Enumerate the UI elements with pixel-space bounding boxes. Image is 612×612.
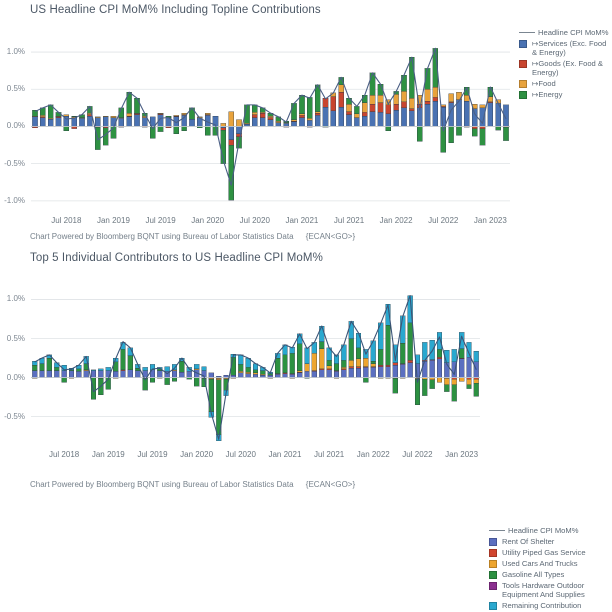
plot-area-contributors — [0, 248, 612, 496]
legend-item[interactable]: ↦Energy — [519, 90, 610, 99]
x-axis-tick-label: Jul 2021 — [313, 450, 345, 459]
x-axis-tick-label: Jan 2022 — [379, 216, 413, 225]
legend-item-headline[interactable]: Headline CPI MoM% — [489, 526, 610, 535]
x-axis-tick-label: Jul 2019 — [145, 216, 176, 225]
legend-item[interactable]: Tools Hardware Outdoor Equipment And Sup… — [489, 581, 610, 599]
legend-item-label: Headline CPI MoM% — [538, 28, 609, 37]
plot-svg-topline — [31, 47, 510, 202]
page-subtitle: Top 5 Individual Contributors to US Head… — [30, 252, 323, 264]
footer-topline: Chart Powered by Bloomberg BQNT using Bu… — [30, 232, 355, 241]
y-axis-tick-label: 1.0% — [6, 47, 25, 57]
legend-item-label: Remaining Contribution — [502, 601, 582, 610]
x-axis-tick-label: Jan 2020 — [191, 216, 225, 225]
x-axis-tick-label: Jul 2022 — [428, 216, 459, 225]
legend-item-label: Headline CPI MoM% — [508, 526, 579, 535]
x-axis-tick-label: Jul 2022 — [402, 450, 433, 459]
x-axis-tick-label: Jul 2020 — [225, 450, 256, 459]
line-swatch-icon — [519, 28, 535, 36]
x-axis-tick-label: Jan 2023 — [473, 216, 507, 225]
plot-area-topline — [0, 0, 612, 248]
legend-item-label: Tools Hardware Outdoor Equipment And Sup… — [502, 581, 585, 599]
legend-item-label: Gasoline All Types — [502, 570, 565, 579]
x-axis-tick-label: Jan 2019 — [91, 450, 125, 459]
x-axis-tick-label: Jan 2021 — [285, 216, 319, 225]
x-axis-tick-label: Jul 2020 — [239, 216, 270, 225]
y-axis-tick-label: -1.0% — [4, 195, 25, 205]
footer-source: {ECAN<GO>} — [305, 480, 356, 489]
x-axis-tick-label: Jul 2018 — [48, 450, 80, 459]
y-axis-tick-label: 0.5% — [6, 333, 25, 343]
legend-contributors: Headline CPI MoM% Rent Of Shelter Utility … — [489, 526, 610, 612]
x-axis-tick-label: Jul 2018 — [51, 216, 82, 225]
color-swatch-icon — [489, 537, 497, 546]
color-swatch-icon — [489, 548, 497, 557]
y-axis-tick-label: -0.5% — [4, 158, 25, 168]
legend-item-label: Utility Piped Gas Service — [502, 548, 586, 557]
legend-topline: Headline CPI MoM% ↦Services (Exc. Food & … — [519, 28, 610, 101]
color-swatch-icon — [489, 581, 497, 590]
footer-source: {ECAN<GO>} — [305, 232, 356, 241]
legend-item-label: Used Cars And Trucks — [502, 559, 578, 568]
footer-text: Chart Powered by Bloomberg BQNT using Bu… — [30, 480, 294, 489]
color-swatch-icon — [519, 59, 527, 68]
page-title: US Headline CPI MoM% Including Topline C… — [30, 4, 321, 16]
footer-contributors: Chart Powered by Bloomberg BQNT using Bu… — [30, 480, 355, 489]
x-axis-tick-label: Jan 2019 — [96, 216, 130, 225]
x-axis-tick-label: Jul 2021 — [333, 216, 365, 225]
line-swatch-icon — [489, 526, 505, 534]
legend-item[interactable]: Remaining Contribution — [489, 601, 610, 610]
x-axis-tick-label: Jan 2021 — [268, 450, 302, 459]
x-axis-tick-label: Jan 2022 — [356, 450, 390, 459]
color-swatch-icon — [489, 601, 497, 610]
legend-item[interactable]: ↦Food — [519, 79, 610, 88]
y-axis-tick-label: 0.5% — [6, 84, 25, 94]
chart-panel-contributors: Top 5 Individual Contributors to US Head… — [0, 248, 612, 610]
color-swatch-icon — [519, 90, 527, 99]
legend-item-label: ↦Goods (Ex. Food & Energy) — [532, 59, 603, 77]
footer-text: Chart Powered by Bloomberg BQNT using Bu… — [30, 232, 294, 241]
y-axis-tick-label: 0.0% — [6, 372, 25, 382]
plot-svg-contributors — [31, 294, 480, 442]
y-axis-tick-label: 0.0% — [6, 121, 25, 131]
legend-item[interactable]: Used Cars And Trucks — [489, 559, 610, 568]
legend-item[interactable]: Gasoline All Types — [489, 570, 610, 579]
y-axis-tick-label: -0.5% — [4, 411, 25, 421]
legend-item[interactable]: Rent Of Shelter — [489, 537, 610, 546]
x-axis-tick-label: Jan 2020 — [180, 450, 214, 459]
legend-item-label: ↦Services (Exc. Food & Energy) — [532, 39, 607, 57]
legend-item-label: ↦Energy — [532, 90, 563, 99]
legend-item[interactable]: ↦Goods (Ex. Food & Energy) — [519, 59, 610, 77]
legend-item[interactable]: Utility Piped Gas Service — [489, 548, 610, 557]
color-swatch-icon — [519, 39, 527, 48]
x-axis-tick-label: Jul 2019 — [137, 450, 168, 459]
x-axis-tick-label: Jan 2023 — [445, 450, 479, 459]
y-axis-tick-label: 1.0% — [6, 294, 25, 304]
color-swatch-icon — [519, 79, 527, 88]
chart-panel-topline: US Headline CPI MoM% Including Topline C… — [0, 0, 612, 248]
color-swatch-icon — [489, 570, 497, 579]
legend-item[interactable]: ↦Services (Exc. Food & Energy) — [519, 39, 610, 57]
legend-item-label: Rent Of Shelter — [502, 537, 555, 546]
legend-item-headline[interactable]: Headline CPI MoM% — [519, 28, 610, 37]
color-swatch-icon — [489, 559, 497, 568]
legend-item-label: ↦Food — [532, 79, 556, 88]
